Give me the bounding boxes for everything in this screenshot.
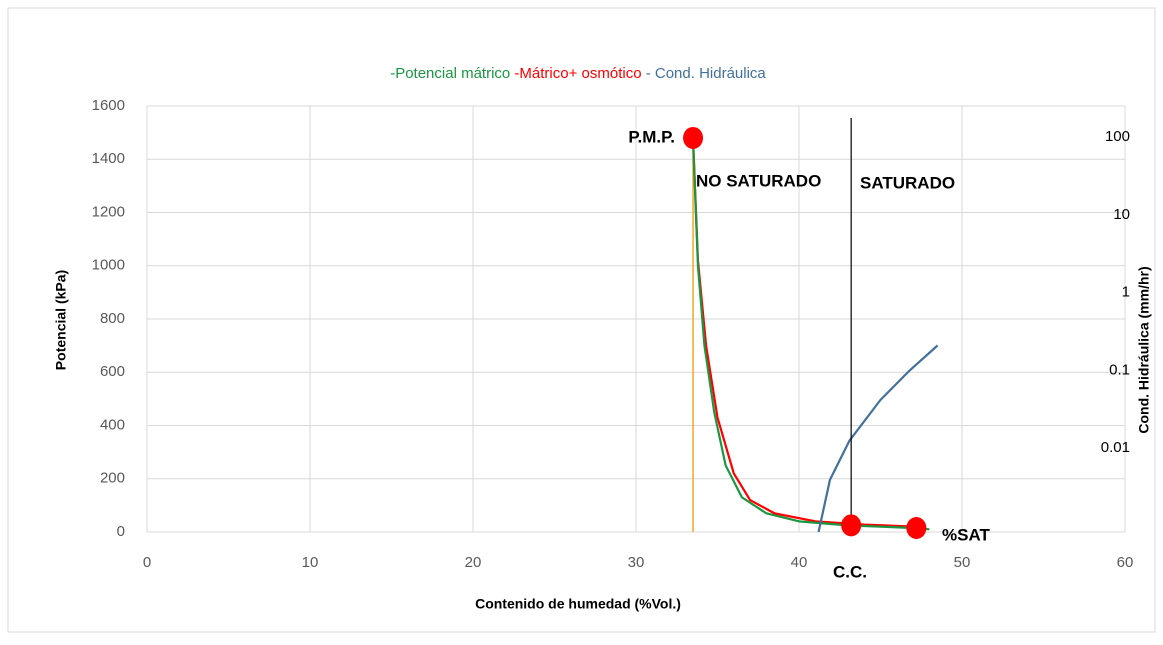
y-tick-label: 200 <box>100 470 125 487</box>
y2-tick-label: 100 <box>1105 128 1130 145</box>
y-tick-label: 600 <box>100 363 125 380</box>
x-tick-label: 0 <box>143 554 151 571</box>
y2-tick-label: 10 <box>1113 206 1130 223</box>
x-tick-label: 10 <box>302 554 319 571</box>
x-tick-label: 30 <box>628 554 645 571</box>
annotation: %SAT <box>942 525 990 544</box>
annotation: C.C. <box>833 562 867 581</box>
y-tick-label: 1400 <box>92 150 125 167</box>
legend: -Potencial mátrico -Mátrico+ osmótico - … <box>390 65 766 82</box>
x-tick-label: 40 <box>791 554 808 571</box>
series-line <box>817 344 939 533</box>
legend-entry: -Mátrico+ osmótico <box>514 65 641 82</box>
y2-axis-title: Cond. Hidráulica (mm/hr) <box>1136 266 1152 433</box>
legend-entry: -Potencial mátrico <box>390 65 510 82</box>
x-tick-label: 20 <box>465 554 482 571</box>
y-axis-title: Potencial (kPa) <box>53 270 69 370</box>
y-tick-label: 1200 <box>92 203 125 220</box>
point-marker <box>906 517 927 540</box>
y-tick-label: 1600 <box>92 97 125 114</box>
series-line <box>691 140 930 531</box>
x-tick-label: 60 <box>1117 554 1134 571</box>
point-marker <box>683 126 704 149</box>
y2-tick-label: 0.1 <box>1109 361 1130 378</box>
annotation: SATURADO <box>860 173 955 192</box>
x-axis-title: Contenido de humedad (%Vol.) <box>475 596 681 612</box>
y2-tick-label: 0.01 <box>1101 439 1130 456</box>
annotation: P.M.P. <box>628 127 675 146</box>
y2-tick-label: 1 <box>1122 284 1130 301</box>
y-tick-label: 400 <box>100 416 125 433</box>
point-marker <box>841 514 862 537</box>
x-tick-label: 50 <box>954 554 971 571</box>
chart-border <box>7 7 1156 633</box>
y-tick-label: 1000 <box>92 257 125 274</box>
y-tick-label: 800 <box>100 310 125 327</box>
y-tick-label: 0 <box>117 523 125 540</box>
legend-entry: - Cond. Hidráulica <box>646 65 767 82</box>
annotation: NO SATURADO <box>696 171 821 190</box>
